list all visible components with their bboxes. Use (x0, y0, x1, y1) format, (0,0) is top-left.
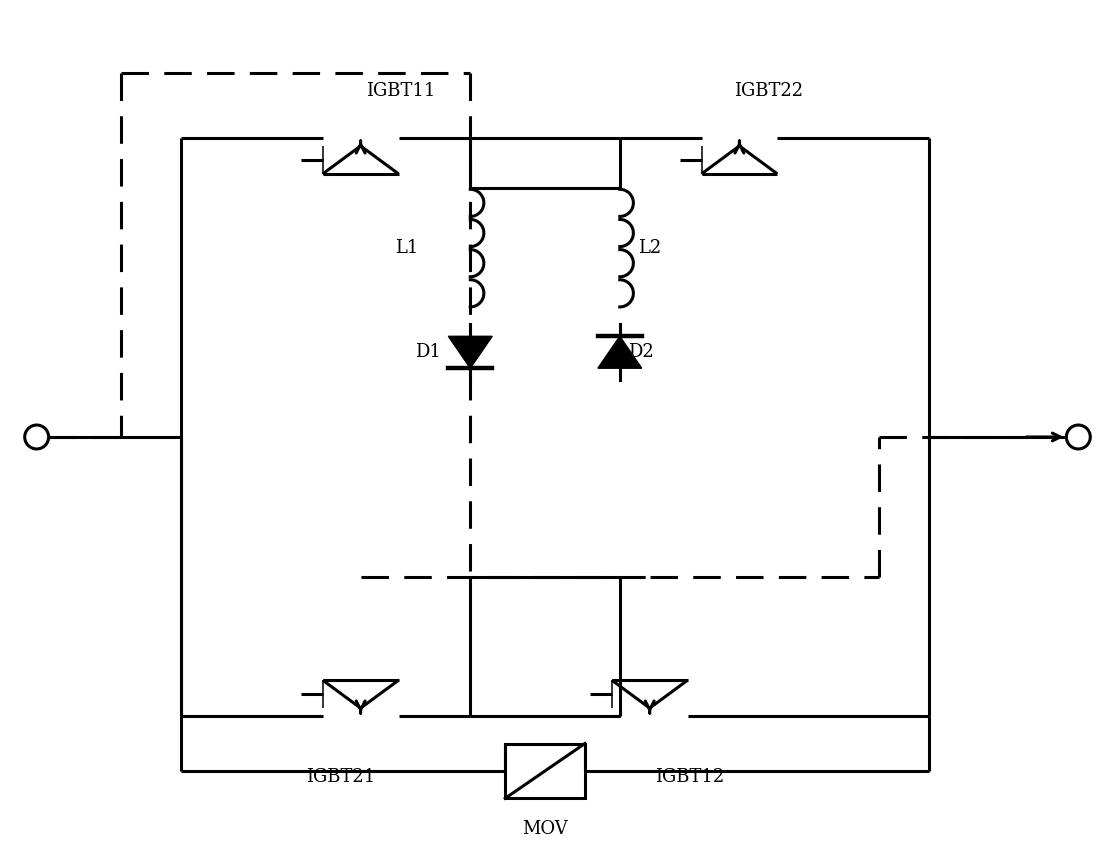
Polygon shape (598, 336, 642, 368)
Text: D2: D2 (628, 343, 653, 362)
Text: MOV: MOV (522, 820, 568, 838)
Text: L2: L2 (638, 239, 661, 257)
Polygon shape (448, 336, 492, 368)
Text: IGBT11: IGBT11 (366, 82, 435, 100)
Text: D1: D1 (416, 343, 442, 362)
Text: IGBT12: IGBT12 (655, 768, 724, 786)
Text: IGBT22: IGBT22 (735, 82, 804, 100)
Bar (505, 744, 585, 799)
Text: L1: L1 (396, 239, 419, 257)
Text: IGBT21: IGBT21 (306, 768, 375, 786)
